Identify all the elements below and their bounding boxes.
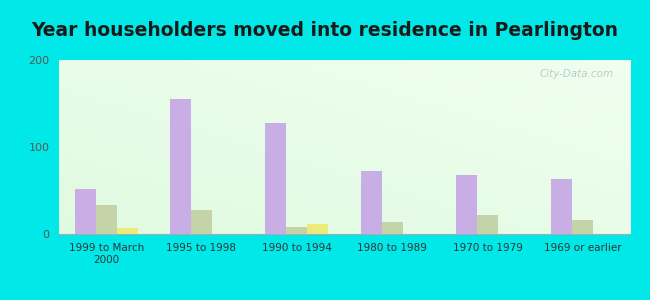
Bar: [456, 175, 477, 234]
Bar: [170, 99, 191, 234]
Bar: [361, 171, 382, 234]
Bar: [307, 224, 328, 234]
Bar: [191, 210, 212, 234]
Text: City-Data.com: City-Data.com: [540, 69, 614, 79]
Bar: [551, 179, 573, 234]
Bar: [96, 205, 116, 234]
Bar: [573, 220, 593, 234]
Bar: [287, 227, 307, 234]
Bar: [265, 123, 287, 234]
Bar: [477, 215, 498, 234]
Text: Year householders moved into residence in Pearlington: Year householders moved into residence i…: [31, 21, 619, 40]
Bar: [116, 228, 138, 234]
Bar: [75, 189, 96, 234]
Bar: [382, 222, 402, 234]
